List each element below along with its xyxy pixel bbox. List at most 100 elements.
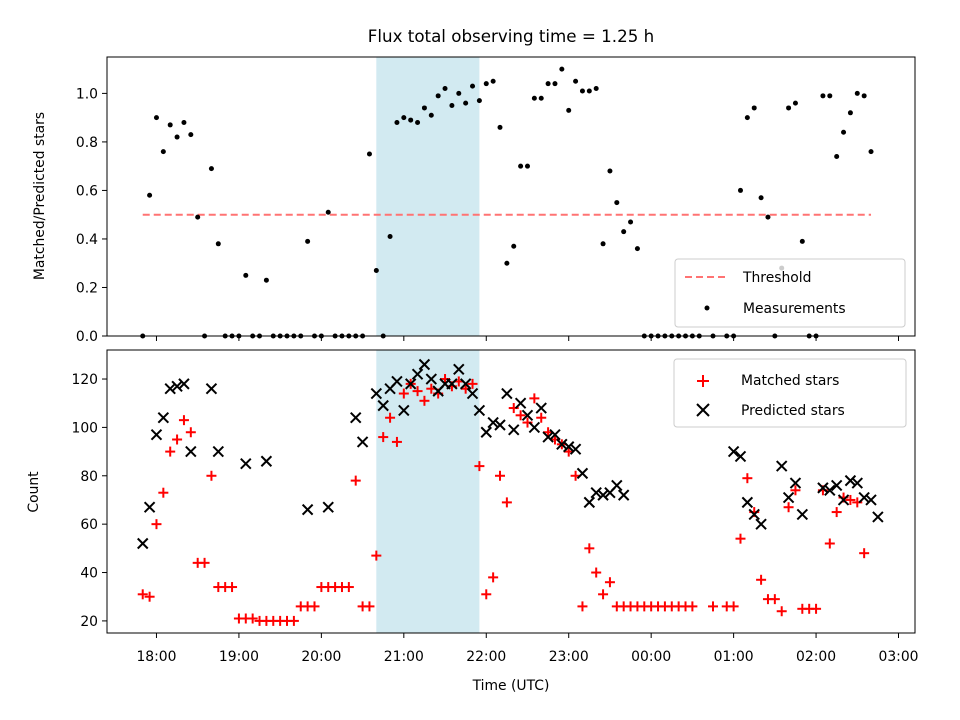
measurement-point [744,115,750,121]
measurement-point [387,234,393,240]
predicted-star-point [150,428,163,441]
measurement-point [208,166,214,172]
matched-star-point [412,386,423,397]
x-axis-label: Time (UTC) [472,678,550,694]
predicted-star-point [508,424,520,436]
measurement-point [408,117,414,123]
measurement-point [449,103,455,109]
predicted-star-point [782,491,795,504]
measurement-point [476,98,482,104]
measurement-point [511,243,517,249]
measurement-point [428,112,434,118]
predicted-star-point [556,438,568,451]
predicted-legend-label: Predicted stars [741,403,845,419]
measurement-point [366,151,372,157]
matched-star-point [687,601,698,612]
matched-star-point [769,594,780,605]
matched-star-point [735,533,746,544]
predicted-star-point [411,368,424,380]
measurement-point [847,110,853,116]
measurement-point [263,277,269,283]
predicted-star-point [473,404,486,417]
predicted-star-point [521,409,534,422]
bottom-ytick-label: 20 [80,614,98,630]
predicted-star-point [542,431,554,443]
chart-title: Flux total observing time = 1.25 h [368,26,654,46]
predicted-star-point [260,455,273,467]
x-tick-label: 18:00 [136,649,176,665]
measurement-point [456,90,462,96]
measurement-point [160,149,166,155]
bottom-highlight-span [376,350,480,633]
matched-star-point [708,601,718,612]
matched-star-point [728,601,739,612]
matched-star-point [419,395,430,406]
x-tick-label: 22:00 [466,649,506,665]
predicted-star-point [205,382,218,395]
predicted-star-point [398,404,410,417]
top-highlight-span [376,57,480,336]
measurement-point [834,153,840,159]
bottom-ytick-label: 60 [80,517,98,533]
measurement-point [174,134,180,140]
predicted-star-point [178,378,190,390]
predicted-star-point [157,412,170,424]
measurement-point [861,93,867,99]
matched-star-point [343,582,354,593]
matched-star-point [756,574,767,585]
measurement-point [841,129,847,135]
measurement-point [552,81,558,87]
predicted-star-point [776,460,788,472]
predicted-star-point [137,537,149,550]
matched-star-point [515,410,526,421]
measurements-legend-marker [704,305,710,311]
measurement-point [600,241,606,247]
matched-star-point [474,461,485,472]
bottom-legend-box [673,358,907,428]
x-tick-label: 20:00 [301,649,341,665]
measurement-point [854,90,860,96]
predicted-star-point [851,477,863,489]
matched-star-point [481,589,492,600]
measurement-point [483,81,489,87]
matched-star-point [206,470,217,481]
predicted-star-point [528,421,541,434]
measurement-point [490,78,496,84]
predicted-star-point [748,508,760,521]
predicted-star-point [535,402,547,414]
x-tick-label: 00:00 [631,649,671,665]
measurement-point [504,260,510,266]
x-tick-label: 23:00 [549,649,589,665]
top-legend: Threshold Measurements [674,258,906,328]
predicted-star-point [501,387,513,400]
matched-star-point [288,615,299,626]
measurement-point [538,95,544,101]
measurement-point [737,187,743,193]
measurement-point [621,229,627,235]
top-ytick-label: 0.6 [76,183,98,199]
bottom-axes-frame [106,349,916,634]
matched-star-point [488,572,499,583]
x-tick-label: 21:00 [384,649,424,665]
matched-star-point [398,388,409,399]
matched-star-point [859,548,870,559]
predicted-star-point [824,484,836,496]
matched-star-point [137,589,148,600]
measurement-point [153,115,159,121]
measurement-point [470,83,476,89]
matched-star-point [577,601,588,612]
top-axes-frame [106,56,916,337]
measurements-legend-label: Measurements [743,301,846,317]
predicted-star-point [796,508,809,521]
matched-star-point [144,591,155,602]
measurement-point [497,124,503,130]
matched-star-point [852,497,863,508]
matched-star-point [385,412,396,423]
matched-star-point [604,577,615,588]
predicted-star-point [350,412,362,424]
predicted-star-point [844,474,857,487]
matched-star-point [536,412,547,423]
predicted-star-point [583,496,596,509]
predicted-star-point [171,380,183,392]
